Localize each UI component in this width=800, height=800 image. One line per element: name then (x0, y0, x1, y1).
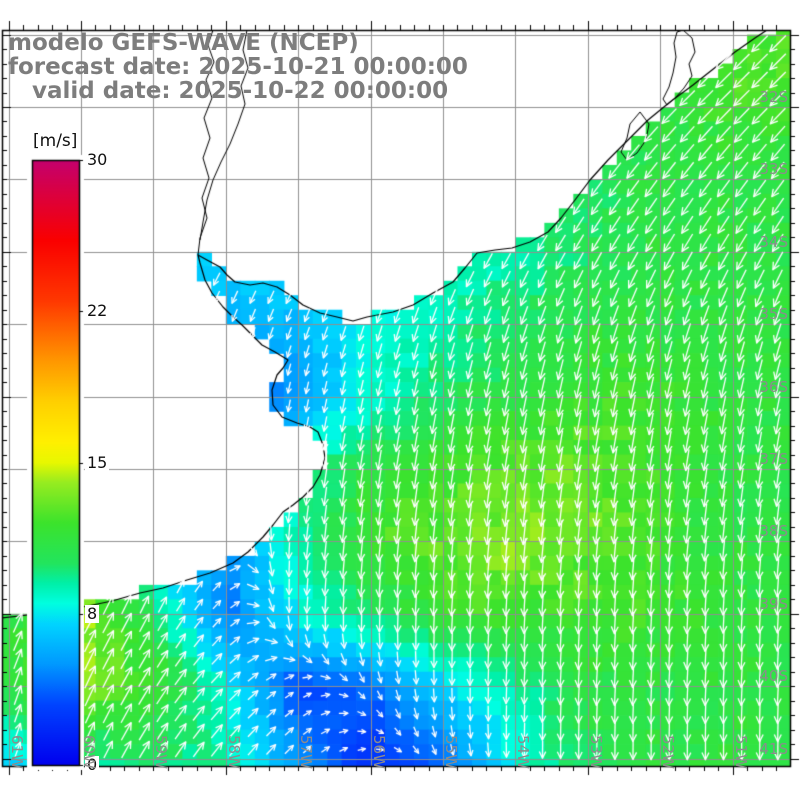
lon-label-52W: 52W (659, 735, 678, 769)
lon-label-54W: 54W (514, 735, 533, 769)
lon-label-57W: 57W (297, 735, 316, 769)
lon-label-56W: 56W (369, 735, 388, 769)
lat-label-41S: 41S (759, 739, 788, 758)
title-block: modelo GEFS-WAVE (NCEP) forecast date: 2… (8, 31, 468, 103)
lon-label-60W: 60W (80, 735, 98, 769)
lat-label-35S: 35S (759, 305, 788, 324)
colorbar-tick-8: 8 (85, 603, 100, 623)
colorbar-tick-0: 0 (85, 755, 100, 774)
lat-label-34S: 34S (759, 232, 788, 251)
lon-label-58W: 58W (224, 735, 243, 769)
lat-label-33S: 33S (759, 160, 788, 179)
lat-label-39S: 39S (759, 594, 788, 613)
colorbar-tick-30: 30 (85, 150, 110, 169)
lat-label-32S: 32S (759, 88, 788, 106)
colorbar-tick-22: 22 (85, 301, 110, 321)
lon-label-59W: 59W (152, 735, 171, 769)
lon-label-51W: 51W (731, 735, 750, 769)
lat-label-37S: 37S (759, 450, 788, 468)
colorbar-unit-label: [m/s] (33, 131, 78, 151)
valid-date: valid date: 2025-10-22 00:00:00 (8, 78, 449, 104)
lon-label-61W: 61W (7, 735, 26, 769)
model-title: modelo GEFS-WAVE (NCEP) (8, 30, 359, 56)
lat-label-36S: 36S (759, 377, 788, 396)
colorbar-tick-15: 15 (85, 452, 110, 472)
lat-label-38S: 38S (759, 522, 788, 541)
lon-label-55W: 55W (442, 735, 460, 769)
forecast-date: forecast date: 2025-10-21 00:00:00 (8, 54, 468, 80)
lat-label-40S: 40S (759, 667, 788, 686)
lon-label-53W: 53W (586, 735, 605, 769)
